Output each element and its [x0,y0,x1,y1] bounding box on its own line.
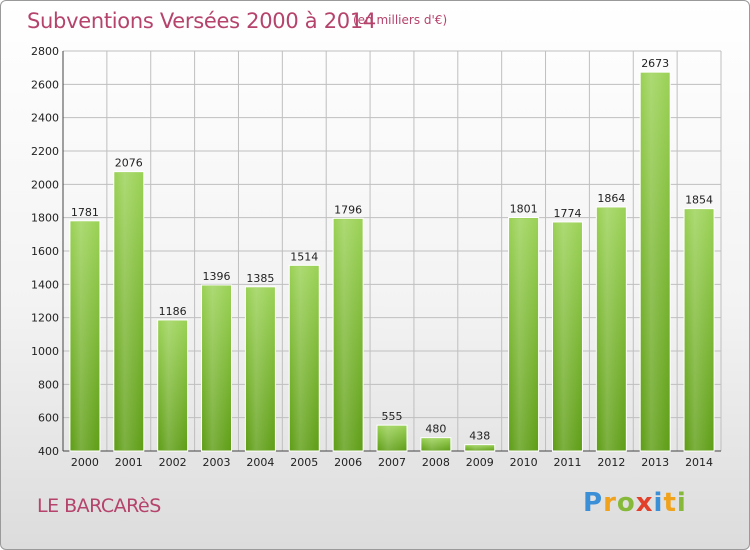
x-tick-label: 2001 [115,456,143,469]
bar-highlight [70,221,99,450]
proxiti-logo: Proxiti [583,488,687,518]
x-tick-label: 2012 [597,456,625,469]
bar-group [201,284,233,452]
city-name: LE BARCARèS [37,495,161,517]
x-tick-label: 2002 [159,456,187,469]
x-tick-label: 2004 [246,456,274,469]
bar-highlight [158,321,187,450]
x-tick-label: 2011 [553,456,581,469]
chart-subtitle: (en milliers d'€) [353,13,448,27]
bar-value-label: 1781 [71,206,99,219]
bar-group [639,71,671,452]
logo-letter: t [663,488,677,518]
chart-title: Subventions Versées 2000 à 2014 [27,9,376,33]
y-tick-label: 1400 [31,278,59,291]
bar-value-label: 1801 [510,203,538,216]
bar-group [157,319,189,452]
bar-highlight [641,73,670,451]
bar-highlight [509,218,538,450]
bar-group [288,264,320,452]
x-tick-label: 2010 [510,456,538,469]
x-tick-label: 2000 [71,456,99,469]
bar-value-label: 1774 [553,207,581,220]
y-tick-label: 2600 [31,78,59,91]
bar-value-label: 1796 [334,203,362,216]
y-tick-label: 400 [38,445,59,458]
bar-highlight [421,438,450,450]
logo-letter: i [676,488,687,518]
bar-highlight [290,266,319,450]
y-tick-label: 2800 [31,45,59,58]
bar-highlight [465,445,494,450]
y-tick-label: 2000 [31,178,59,191]
logo-letter: P [583,488,604,518]
bar-highlight [378,426,406,450]
bar-group [551,221,583,452]
x-tick-label: 2009 [466,456,494,469]
bar-group [113,171,145,452]
bar-value-label: 555 [382,410,403,423]
bar-value-label: 1854 [685,194,713,207]
bar-group [420,437,452,452]
bar-value-label: 438 [469,430,490,443]
y-tick-label: 2200 [31,145,59,158]
bar-highlight [202,286,231,450]
bar-value-label: 1514 [290,250,318,263]
x-tick-label: 2008 [422,456,450,469]
y-tick-label: 1200 [31,312,59,325]
bar-highlight [246,287,275,450]
logo-letter: x [635,488,654,518]
x-tick-label: 2013 [641,456,669,469]
y-tick-label: 800 [38,378,59,391]
bar-value-label: 1186 [159,305,187,318]
bar-highlight [334,219,363,450]
bar-group [464,444,496,452]
x-tick-label: 2014 [685,456,713,469]
x-tick-label: 2006 [334,456,362,469]
x-tick-label: 2003 [203,456,231,469]
bar-value-label: 1385 [246,272,274,285]
bar-group [683,208,715,452]
bar-group [376,424,408,452]
y-tick-label: 1600 [31,245,59,258]
bar-value-label: 2673 [641,57,669,70]
bar-highlight [685,209,714,450]
x-tick-label: 2007 [378,456,406,469]
logo-letter: o [616,488,636,518]
y-tick-label: 1000 [31,345,59,358]
x-tick-label: 2005 [290,456,318,469]
y-tick-label: 2400 [31,112,59,125]
bar-highlight [597,208,626,450]
bar-group [508,217,540,452]
logo-letter: r [603,488,617,518]
bar-highlight [553,223,582,450]
bar-value-label: 1396 [203,270,231,283]
bar-group [69,220,101,452]
bar-highlight [114,172,143,450]
bar-value-label: 480 [425,423,446,436]
y-tick-label: 1800 [31,212,59,225]
logo-letter: i [653,488,664,518]
bar-group [244,286,276,452]
bar-group [332,217,364,452]
bar-group [595,206,627,452]
bar-value-label: 1864 [597,192,625,205]
bar-value-label: 2076 [115,157,143,170]
y-tick-label: 600 [38,412,59,425]
